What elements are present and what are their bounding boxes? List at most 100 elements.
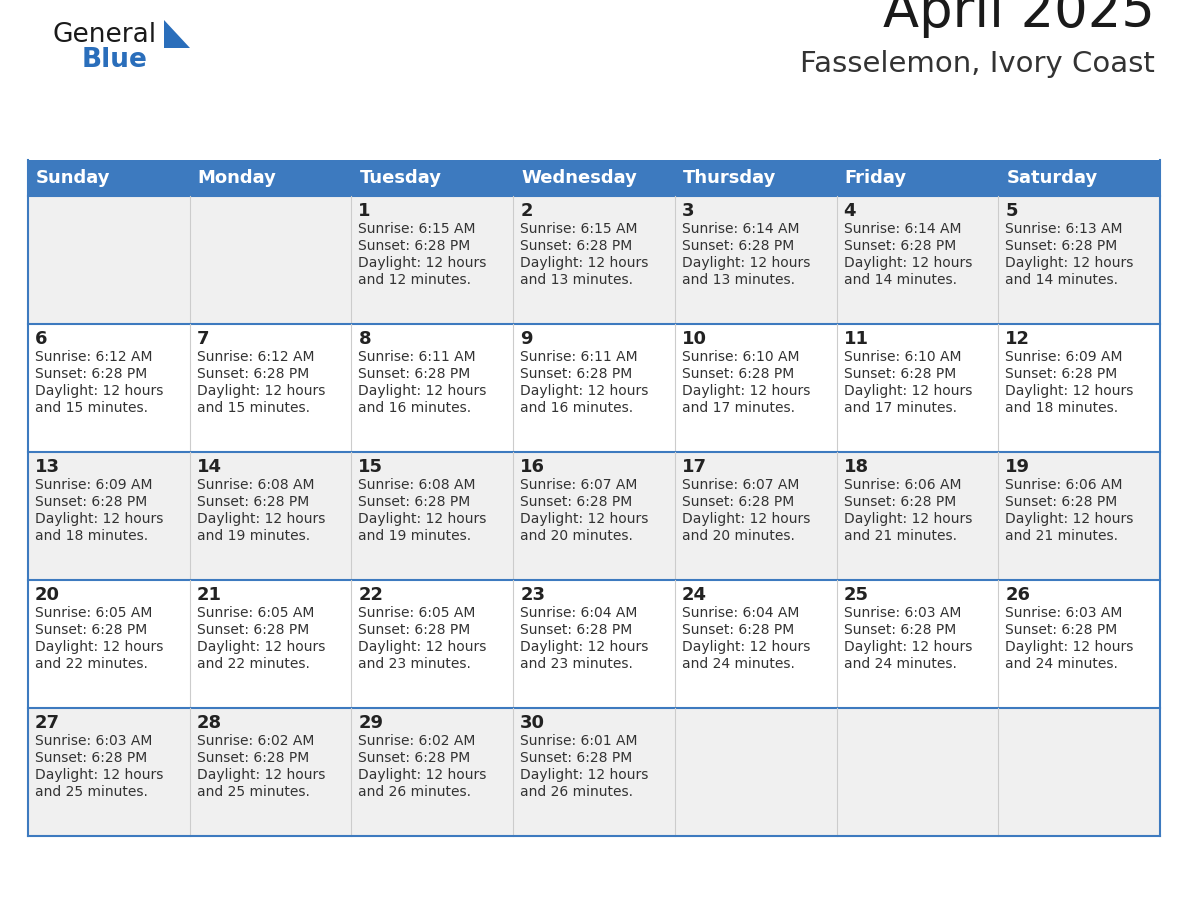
Text: and 24 minutes.: and 24 minutes. bbox=[1005, 657, 1118, 671]
Text: Sunrise: 6:08 AM: Sunrise: 6:08 AM bbox=[359, 478, 476, 492]
Text: Sunset: 6:28 PM: Sunset: 6:28 PM bbox=[1005, 367, 1118, 381]
Text: Daylight: 12 hours: Daylight: 12 hours bbox=[359, 256, 487, 270]
Text: Sunrise: 6:07 AM: Sunrise: 6:07 AM bbox=[520, 478, 638, 492]
Text: 28: 28 bbox=[197, 714, 222, 732]
Text: and 25 minutes.: and 25 minutes. bbox=[34, 785, 147, 799]
Text: Daylight: 12 hours: Daylight: 12 hours bbox=[520, 384, 649, 398]
Text: Sunrise: 6:06 AM: Sunrise: 6:06 AM bbox=[1005, 478, 1123, 492]
Text: Sunrise: 6:05 AM: Sunrise: 6:05 AM bbox=[34, 606, 152, 620]
Text: Daylight: 12 hours: Daylight: 12 hours bbox=[359, 512, 487, 526]
Text: Sunrise: 6:15 AM: Sunrise: 6:15 AM bbox=[359, 222, 476, 236]
Text: 26: 26 bbox=[1005, 586, 1030, 604]
Text: Sunset: 6:28 PM: Sunset: 6:28 PM bbox=[520, 751, 632, 765]
Text: Daylight: 12 hours: Daylight: 12 hours bbox=[1005, 512, 1133, 526]
Text: Fasselemon, Ivory Coast: Fasselemon, Ivory Coast bbox=[801, 50, 1155, 78]
Bar bbox=[29, 160, 1159, 196]
Text: and 20 minutes.: and 20 minutes. bbox=[520, 529, 633, 543]
Text: Daylight: 12 hours: Daylight: 12 hours bbox=[359, 768, 487, 782]
Text: Sunrise: 6:10 AM: Sunrise: 6:10 AM bbox=[843, 350, 961, 364]
Text: Daylight: 12 hours: Daylight: 12 hours bbox=[843, 640, 972, 654]
Text: and 12 minutes.: and 12 minutes. bbox=[359, 273, 472, 287]
Text: Daylight: 12 hours: Daylight: 12 hours bbox=[34, 768, 164, 782]
Text: and 21 minutes.: and 21 minutes. bbox=[843, 529, 956, 543]
Text: and 23 minutes.: and 23 minutes. bbox=[520, 657, 633, 671]
Text: Sunset: 6:28 PM: Sunset: 6:28 PM bbox=[34, 751, 147, 765]
Text: Sunrise: 6:04 AM: Sunrise: 6:04 AM bbox=[682, 606, 800, 620]
Text: and 18 minutes.: and 18 minutes. bbox=[34, 529, 148, 543]
Text: Daylight: 12 hours: Daylight: 12 hours bbox=[520, 512, 649, 526]
Text: 3: 3 bbox=[682, 202, 694, 220]
Text: Thursday: Thursday bbox=[683, 169, 776, 187]
Bar bbox=[29, 580, 1159, 708]
Text: and 22 minutes.: and 22 minutes. bbox=[34, 657, 147, 671]
Text: Sunrise: 6:09 AM: Sunrise: 6:09 AM bbox=[34, 478, 152, 492]
Text: 9: 9 bbox=[520, 330, 532, 348]
Bar bbox=[29, 324, 1159, 452]
Text: 16: 16 bbox=[520, 458, 545, 476]
Text: Friday: Friday bbox=[845, 169, 906, 187]
Text: Sunset: 6:28 PM: Sunset: 6:28 PM bbox=[1005, 239, 1118, 253]
Text: and 16 minutes.: and 16 minutes. bbox=[359, 401, 472, 415]
Text: Sunset: 6:28 PM: Sunset: 6:28 PM bbox=[520, 239, 632, 253]
Text: Sunrise: 6:13 AM: Sunrise: 6:13 AM bbox=[1005, 222, 1123, 236]
Text: Daylight: 12 hours: Daylight: 12 hours bbox=[34, 384, 164, 398]
Polygon shape bbox=[164, 20, 190, 48]
Text: 20: 20 bbox=[34, 586, 61, 604]
Text: Daylight: 12 hours: Daylight: 12 hours bbox=[359, 384, 487, 398]
Text: 27: 27 bbox=[34, 714, 61, 732]
Text: and 17 minutes.: and 17 minutes. bbox=[843, 401, 956, 415]
Text: Daylight: 12 hours: Daylight: 12 hours bbox=[34, 512, 164, 526]
Text: Sunset: 6:28 PM: Sunset: 6:28 PM bbox=[197, 623, 309, 637]
Text: and 21 minutes.: and 21 minutes. bbox=[1005, 529, 1118, 543]
Text: Sunset: 6:28 PM: Sunset: 6:28 PM bbox=[682, 495, 794, 509]
Text: Sunset: 6:28 PM: Sunset: 6:28 PM bbox=[843, 495, 956, 509]
Text: Sunrise: 6:12 AM: Sunrise: 6:12 AM bbox=[34, 350, 152, 364]
Text: Sunrise: 6:01 AM: Sunrise: 6:01 AM bbox=[520, 734, 638, 748]
Text: 12: 12 bbox=[1005, 330, 1030, 348]
Text: Daylight: 12 hours: Daylight: 12 hours bbox=[197, 640, 326, 654]
Text: Sunrise: 6:06 AM: Sunrise: 6:06 AM bbox=[843, 478, 961, 492]
Text: Sunrise: 6:03 AM: Sunrise: 6:03 AM bbox=[34, 734, 152, 748]
Text: Sunrise: 6:15 AM: Sunrise: 6:15 AM bbox=[520, 222, 638, 236]
Text: Sunrise: 6:04 AM: Sunrise: 6:04 AM bbox=[520, 606, 638, 620]
Text: 19: 19 bbox=[1005, 458, 1030, 476]
Bar bbox=[29, 708, 1159, 836]
Text: Daylight: 12 hours: Daylight: 12 hours bbox=[682, 512, 810, 526]
Text: Saturday: Saturday bbox=[1006, 169, 1098, 187]
Text: 2: 2 bbox=[520, 202, 532, 220]
Text: Sunset: 6:28 PM: Sunset: 6:28 PM bbox=[1005, 623, 1118, 637]
Text: Sunset: 6:28 PM: Sunset: 6:28 PM bbox=[843, 623, 956, 637]
Text: Sunrise: 6:07 AM: Sunrise: 6:07 AM bbox=[682, 478, 800, 492]
Text: Sunrise: 6:12 AM: Sunrise: 6:12 AM bbox=[197, 350, 314, 364]
Text: 15: 15 bbox=[359, 458, 384, 476]
Text: 4: 4 bbox=[843, 202, 857, 220]
Text: Sunrise: 6:03 AM: Sunrise: 6:03 AM bbox=[843, 606, 961, 620]
Text: and 17 minutes.: and 17 minutes. bbox=[682, 401, 795, 415]
Text: 6: 6 bbox=[34, 330, 48, 348]
Text: 1: 1 bbox=[359, 202, 371, 220]
Text: Daylight: 12 hours: Daylight: 12 hours bbox=[197, 768, 326, 782]
Text: Daylight: 12 hours: Daylight: 12 hours bbox=[359, 640, 487, 654]
Text: and 16 minutes.: and 16 minutes. bbox=[520, 401, 633, 415]
Text: and 14 minutes.: and 14 minutes. bbox=[843, 273, 956, 287]
Text: and 19 minutes.: and 19 minutes. bbox=[197, 529, 310, 543]
Text: Sunset: 6:28 PM: Sunset: 6:28 PM bbox=[359, 495, 470, 509]
Text: Sunrise: 6:05 AM: Sunrise: 6:05 AM bbox=[359, 606, 476, 620]
Text: Daylight: 12 hours: Daylight: 12 hours bbox=[843, 384, 972, 398]
Text: and 20 minutes.: and 20 minutes. bbox=[682, 529, 795, 543]
Text: Sunset: 6:28 PM: Sunset: 6:28 PM bbox=[197, 367, 309, 381]
Text: Sunset: 6:28 PM: Sunset: 6:28 PM bbox=[359, 367, 470, 381]
Text: and 22 minutes.: and 22 minutes. bbox=[197, 657, 310, 671]
Text: and 15 minutes.: and 15 minutes. bbox=[34, 401, 148, 415]
Text: Wednesday: Wednesday bbox=[522, 169, 637, 187]
Text: Sunset: 6:28 PM: Sunset: 6:28 PM bbox=[520, 495, 632, 509]
Text: and 18 minutes.: and 18 minutes. bbox=[1005, 401, 1118, 415]
Text: 17: 17 bbox=[682, 458, 707, 476]
Text: Daylight: 12 hours: Daylight: 12 hours bbox=[197, 512, 326, 526]
Text: Daylight: 12 hours: Daylight: 12 hours bbox=[520, 640, 649, 654]
Text: Tuesday: Tuesday bbox=[360, 169, 442, 187]
Text: Daylight: 12 hours: Daylight: 12 hours bbox=[682, 640, 810, 654]
Text: 11: 11 bbox=[843, 330, 868, 348]
Text: 30: 30 bbox=[520, 714, 545, 732]
Text: Sunrise: 6:08 AM: Sunrise: 6:08 AM bbox=[197, 478, 314, 492]
